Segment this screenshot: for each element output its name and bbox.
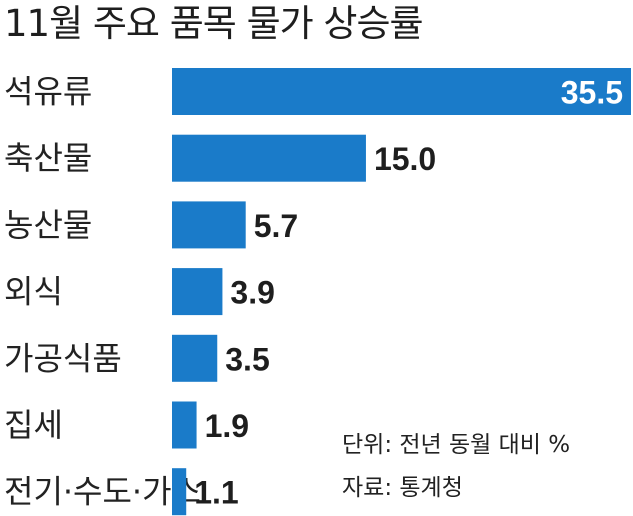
source-note: 자료: 통계청 xyxy=(342,475,463,501)
data-label: 5.7 xyxy=(254,208,298,244)
chart-title: 11월 주요 품목 물가 상승률 xyxy=(4,2,424,45)
bar xyxy=(172,68,631,115)
bar xyxy=(172,468,187,516)
category-label: 집세 xyxy=(4,406,63,444)
data-label: 1.9 xyxy=(205,408,249,444)
bar xyxy=(172,134,366,182)
data-label: 35.5 xyxy=(561,75,623,111)
category-label: 축산물 xyxy=(4,139,92,177)
category-label: 전기·수도·가스 xyxy=(4,473,201,511)
category-label: 가공식품 xyxy=(4,339,122,377)
bar xyxy=(172,201,246,249)
data-label: 1.1 xyxy=(194,475,238,511)
data-label: 3.9 xyxy=(230,275,274,311)
data-label: 3.5 xyxy=(225,341,269,377)
bar xyxy=(172,268,223,316)
category-label: 외식 xyxy=(4,273,63,311)
category-label: 농산물 xyxy=(4,206,92,244)
category-label: 석유류 xyxy=(4,73,92,111)
data-label: 15.0 xyxy=(374,141,436,177)
bar xyxy=(172,334,218,382)
unit-note: 단위: 전년 동월 대비 % xyxy=(342,432,571,458)
bar xyxy=(172,401,197,449)
